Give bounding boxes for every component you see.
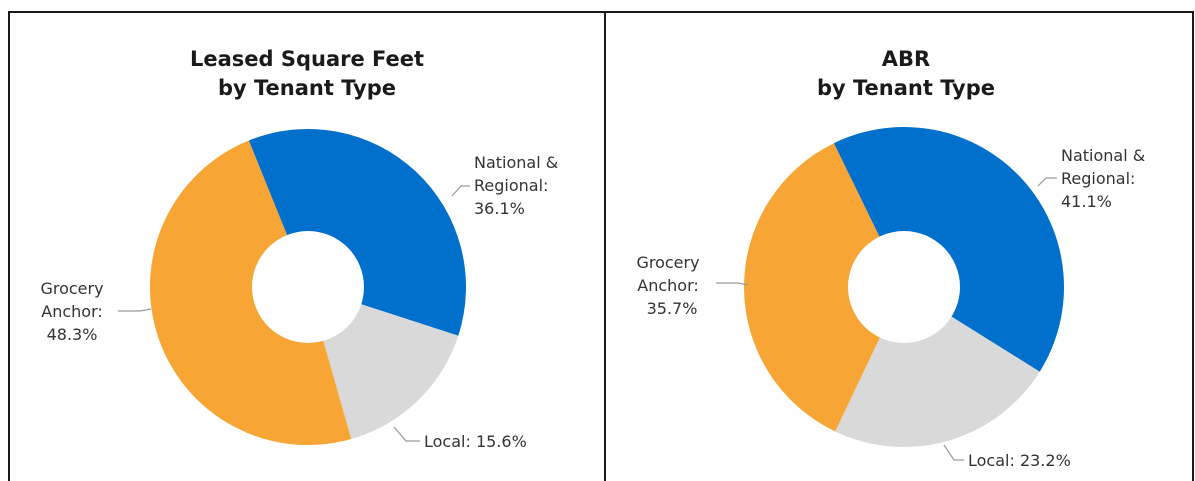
- leader-line: [118, 308, 152, 312]
- pie-slice-grocery-anchor: [149, 140, 352, 446]
- chart-title-line-1: ABR: [882, 47, 930, 71]
- label-line: Grocery: [40, 279, 103, 298]
- label-line: Anchor:: [637, 276, 699, 295]
- label-line: National &: [474, 153, 558, 172]
- pie-slice-national-regional: [833, 126, 1065, 372]
- label-line: National &: [1061, 146, 1145, 165]
- pie-slice-national-regional: [248, 128, 467, 336]
- leader-line: [716, 282, 749, 286]
- chart-title-line-2: by Tenant Type: [218, 76, 396, 100]
- label-line: Local: 23.2%: [968, 451, 1071, 470]
- donut-hole: [848, 231, 960, 343]
- slice-label-grocery-anchor: Grocery Anchor: 48.3%: [40, 279, 152, 344]
- slice-label-local: Local: 15.6%: [393, 426, 527, 451]
- chart-leased-sqft: Leased Square Feet by Tenant Type Nation…: [40, 47, 558, 451]
- leader-line: [1037, 177, 1057, 187]
- label-line: Regional:: [474, 176, 548, 195]
- slice-label-national-regional: National & Regional: 36.1%: [451, 153, 558, 218]
- slice-label-local: Local: 23.2%: [943, 444, 1071, 470]
- chart-frame: [8, 11, 1194, 481]
- slice-label-grocery-anchor: Grocery Anchor: 35.7%: [636, 253, 749, 318]
- label-line: 35.7%: [647, 299, 698, 318]
- label-line: 41.1%: [1061, 192, 1112, 211]
- donut-hole: [252, 231, 364, 343]
- label-line: Local: 15.6%: [424, 432, 527, 451]
- chart-abr: ABR by Tenant Type National & Regional: …: [636, 47, 1145, 470]
- label-line: Regional:: [1061, 169, 1135, 188]
- label-line: 48.3%: [47, 325, 98, 344]
- slice-label-national-regional: National & Regional: 41.1%: [1037, 146, 1145, 211]
- label-line: Grocery: [636, 253, 699, 272]
- label-line: 36.1%: [474, 199, 525, 218]
- chart-title-line-1: Leased Square Feet: [190, 47, 424, 71]
- leader-line: [943, 444, 964, 461]
- chart-title-line-2: by Tenant Type: [817, 76, 995, 100]
- label-line: Anchor:: [41, 302, 103, 321]
- pie-slice-grocery-anchor: [743, 143, 904, 432]
- leader-line: [451, 185, 470, 197]
- panel-divider: [604, 11, 606, 481]
- pie-slices: [743, 126, 1065, 448]
- leader-line: [393, 426, 420, 442]
